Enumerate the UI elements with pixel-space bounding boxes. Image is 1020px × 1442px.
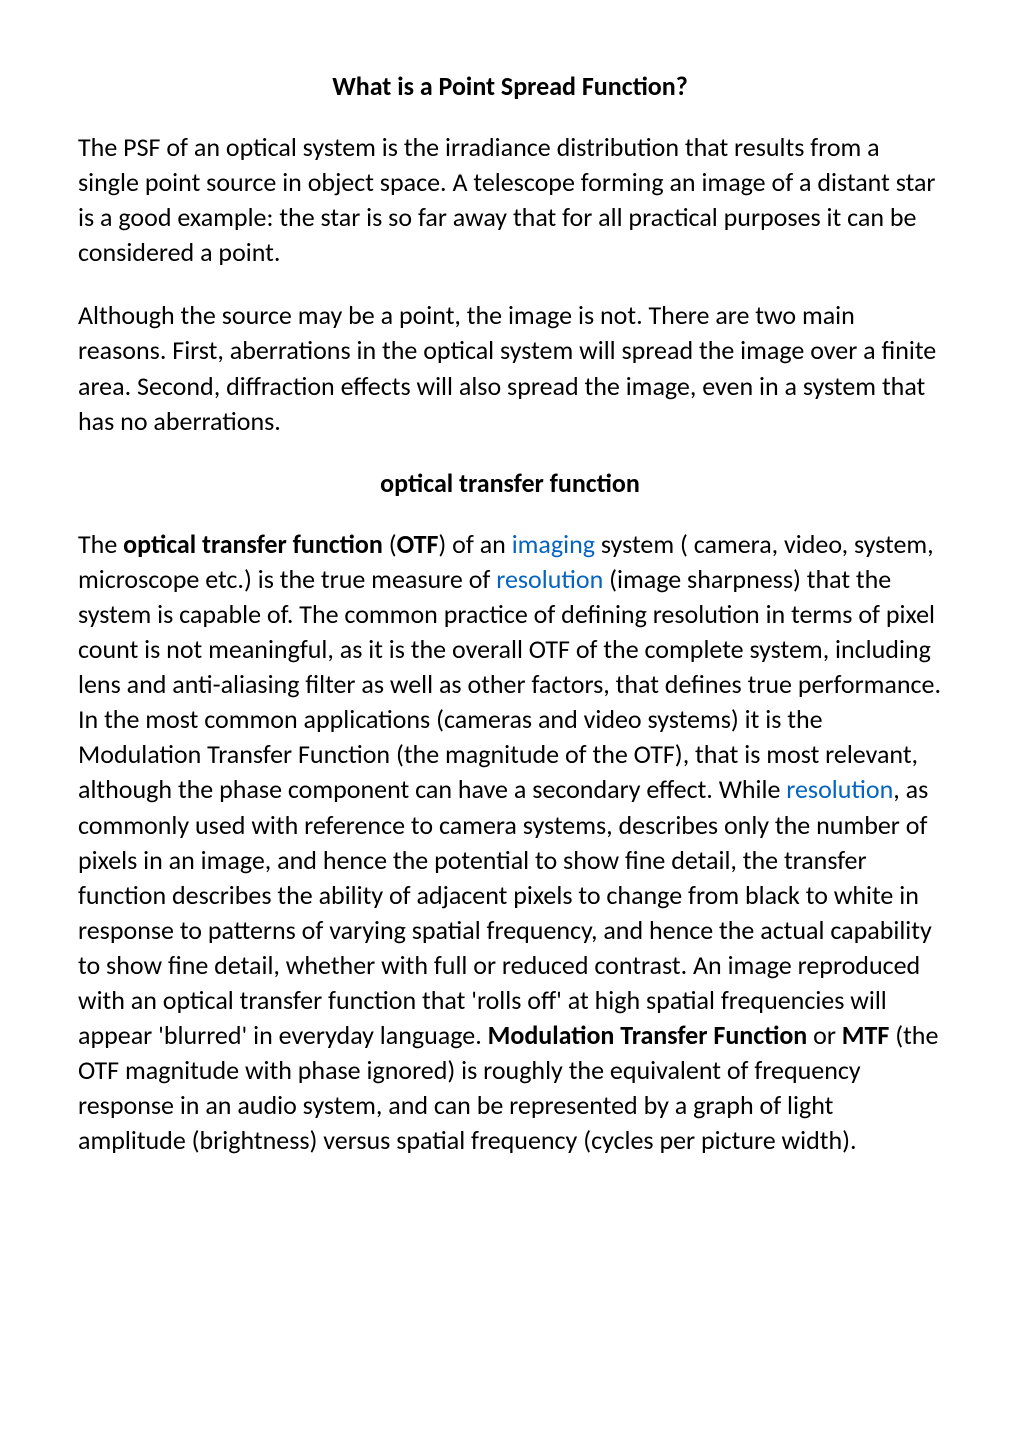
link-resolution-2[interactable]: resolution [786, 773, 893, 805]
paragraph-psf-2: Although the source may be a point, the … [78, 298, 942, 438]
text-run: ) of an [438, 528, 511, 560]
bold-mtf-full: Modulation Transfer Function [488, 1019, 808, 1051]
text-run: or [807, 1019, 842, 1051]
text-run: , as commonly used with reference to cam… [78, 773, 932, 1051]
text-run: (image sharpness) that the system is cap… [78, 563, 941, 806]
paragraph-otf: The optical transfer function (OTF) of a… [78, 527, 942, 1159]
bold-otf-abbr: OTF [397, 528, 439, 560]
bold-otf-full: optical transfer function [123, 528, 383, 560]
heading-psf: What is a Point Spread Function? [78, 70, 942, 102]
link-imaging[interactable]: imaging [512, 528, 595, 560]
heading-otf: optical transfer function [78, 467, 942, 499]
bold-mtf-abbr: MTF [842, 1019, 890, 1051]
text-run: The [78, 528, 123, 560]
paragraph-psf-1: The PSF of an optical system is the irra… [78, 130, 942, 270]
link-resolution-1[interactable]: resolution [496, 563, 603, 595]
text-run: ( [383, 528, 397, 560]
